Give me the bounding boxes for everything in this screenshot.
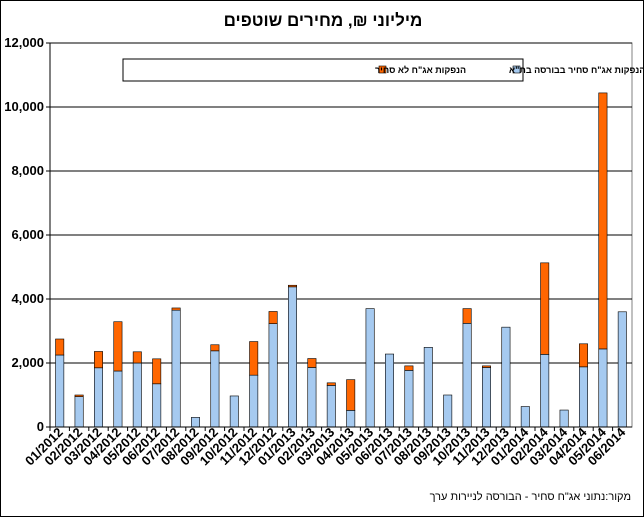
bar-listed-05-2012 xyxy=(132,362,142,428)
bar-listed-06-2014 xyxy=(617,311,627,428)
bar-unlisted-02-2014 xyxy=(540,262,550,355)
bar-listed-04-2013 xyxy=(346,410,356,428)
bar-unlisted-11-2013 xyxy=(482,365,491,368)
bar-unlisted-10-2013 xyxy=(462,308,472,324)
bar-unlisted-05-2012 xyxy=(132,351,142,364)
legend: הנפקות אג"ח לא סחיר הנפקות אג"ח סחיר בבו… xyxy=(122,58,644,82)
bar-unlisted-05-2014 xyxy=(598,92,608,350)
y-tick-label: 0 xyxy=(37,419,44,434)
bar-unlisted-07-2013 xyxy=(404,365,414,371)
bar-listed-01-2014 xyxy=(520,406,530,428)
bar-listed-01-2012 xyxy=(55,354,65,428)
y-tick-label: 4,000 xyxy=(11,291,44,306)
y-tick-labels: 0 2,000 4,000 6,000 8,000 10,000 12,000 xyxy=(4,35,44,434)
bar-listed-03-2014 xyxy=(559,409,569,428)
gridlines xyxy=(46,42,632,428)
bar-unlisted-01-2012 xyxy=(55,338,65,356)
source-note: מקור:נתוני אג"ח סחיר - הבורסה לניירות ער… xyxy=(429,491,631,503)
legend-swatch-unlisted xyxy=(378,65,387,74)
bar-unlisted-04-2014 xyxy=(579,343,588,368)
bar-listed-03-2012 xyxy=(94,367,103,428)
bar-listed-07-2013 xyxy=(404,370,414,428)
bar-listed-02-2012 xyxy=(74,396,84,428)
y-tick-label: 6,000 xyxy=(11,227,44,242)
bar-listed-09-2013 xyxy=(443,394,453,428)
y-tick-label: 2,000 xyxy=(11,355,44,370)
bar-listed-02-2013 xyxy=(307,367,317,428)
bar-listed-06-2013 xyxy=(385,353,394,428)
bar-listed-11-2013 xyxy=(482,367,491,428)
y-tick-label: 8,000 xyxy=(11,163,44,178)
bar-listed-03-2013 xyxy=(326,385,336,428)
y-tick-label: 12,000 xyxy=(4,35,44,50)
bar-unlisted-07-2012 xyxy=(171,307,181,311)
y-tick-label: 10,000 xyxy=(4,99,44,114)
bar-listed-02-2014 xyxy=(540,354,550,428)
bar-unlisted-04-2012 xyxy=(113,321,123,372)
bar-unlisted-03-2013 xyxy=(326,382,336,386)
bar-listed-09-2012 xyxy=(210,350,220,428)
legend-swatch-listed xyxy=(512,65,521,74)
bar-unlisted-04-2013 xyxy=(346,379,356,411)
legend-box xyxy=(122,58,524,82)
chart-title: מיליוני ₪, מחירים שוטפים xyxy=(223,11,423,30)
bar-listed-05-2014 xyxy=(598,348,608,428)
bar-unlisted-02-2012 xyxy=(74,394,84,397)
legend-label-listed: הנפקות אג"ח סחיר בבורסה בת"א xyxy=(509,65,644,75)
bar-unlisted-02-2013 xyxy=(307,358,317,368)
bar-unlisted-03-2012 xyxy=(94,351,103,369)
x-tick-labels: 01/201202/201203/201204/201205/201206/20… xyxy=(22,424,629,468)
bar-listed-08-2012 xyxy=(191,417,200,428)
bar-unlisted-12-2012 xyxy=(268,311,278,324)
bar-listed-01-2013 xyxy=(288,286,297,428)
bar-listed-08-2013 xyxy=(423,347,433,428)
bar-listed-12-2012 xyxy=(268,323,278,428)
bar-unlisted-06-2012 xyxy=(152,358,162,385)
legend-label-unlisted: הנפקות אג"ח לא סחיר xyxy=(375,65,466,75)
bar-listed-04-2012 xyxy=(113,370,123,428)
bar-listed-11-2012 xyxy=(249,374,259,428)
bar-unlisted-01-2013 xyxy=(288,284,297,288)
bar-listed-05-2013 xyxy=(365,308,375,428)
bar-series xyxy=(55,92,627,428)
bar-unlisted-11-2012 xyxy=(249,341,259,376)
bar-listed-12-2013 xyxy=(501,326,511,428)
bar-listed-07-2012 xyxy=(171,309,181,428)
bar-listed-10-2013 xyxy=(462,323,472,428)
bar-listed-10-2012 xyxy=(229,395,239,428)
bar-listed-06-2012 xyxy=(152,383,162,428)
bar-listed-04-2014 xyxy=(579,366,588,428)
bar-unlisted-09-2012 xyxy=(210,344,220,352)
